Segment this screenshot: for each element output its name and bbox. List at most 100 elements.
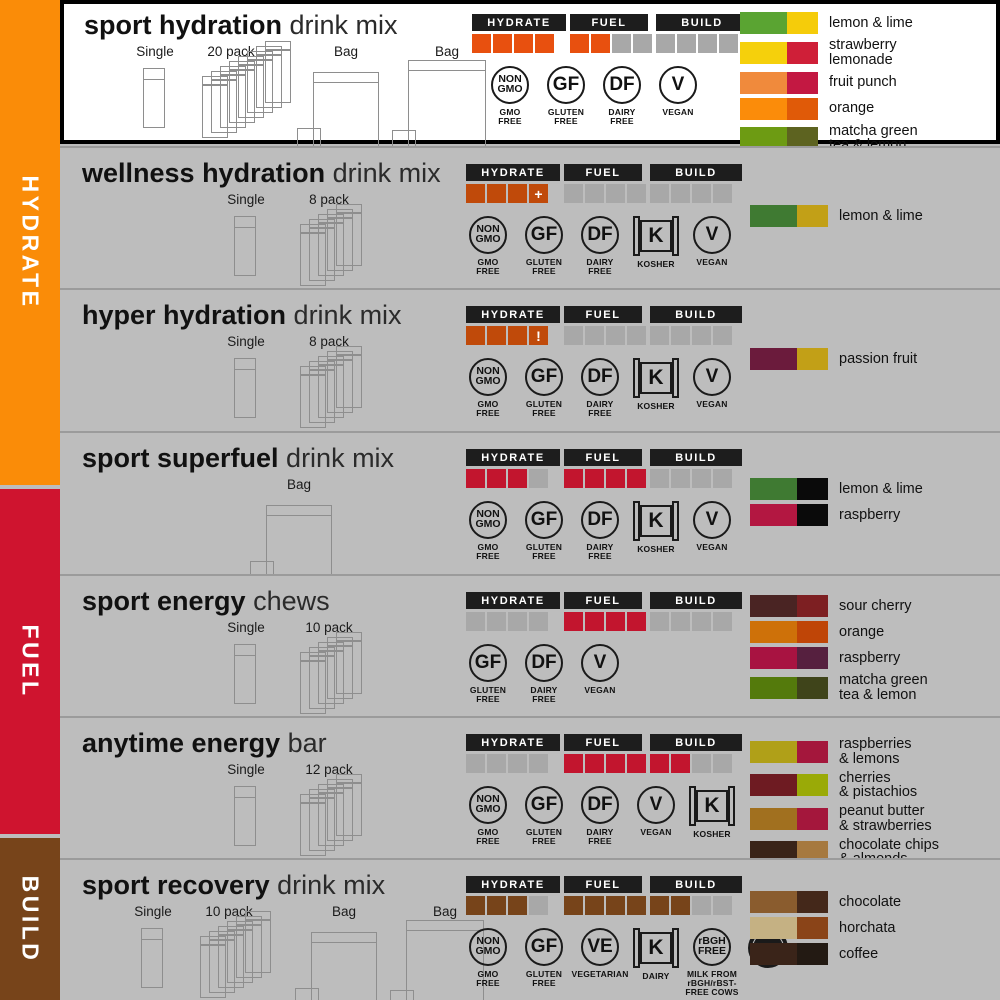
badge-dairy-free[interactable]: DF DAIRY FREE	[572, 358, 628, 418]
badge-dairy-free[interactable]: DF DAIRY FREE	[594, 66, 650, 126]
flavor-item[interactable]: lemon & lime	[750, 478, 923, 500]
badge-gluten-free-icon: GF	[525, 786, 563, 824]
badge-dairy-free[interactable]: DF DAIRY FREE	[572, 786, 628, 846]
flavor-swatch	[750, 943, 828, 965]
badge-glyph: V	[671, 74, 685, 96]
flavor-swatch-secondary	[796, 504, 828, 526]
badge-non-gmo[interactable]: NON GMO GMO FREE	[460, 786, 516, 846]
multipack-unit	[327, 217, 353, 271]
badge-gluten-free[interactable]: GF GLUTEN FREE	[538, 66, 594, 126]
badge-non-gmo[interactable]: NON GMO GMO FREE	[460, 501, 516, 561]
badge-glyph: DF	[531, 652, 557, 674]
badge-kosher[interactable]: K KOSHER	[628, 358, 684, 411]
meter-header-hydrate: HYDRATE	[466, 734, 560, 751]
product-row-1[interactable]: wellness hydration drink mix Single 8 pack…	[60, 148, 1000, 288]
product-row-0[interactable]: sport hydration drink mix Single 20 pack Ba…	[60, 0, 1000, 153]
badge-dairy-free[interactable]: DF DAIRY FREE	[516, 644, 572, 704]
badge-gluten-free[interactable]: GF GLUTEN FREE	[516, 216, 572, 276]
package-single-stick	[143, 68, 165, 128]
package-label: Single	[227, 762, 265, 777]
flavor-item[interactable]: lemon & lime	[750, 205, 923, 227]
badge-vegan[interactable]: V VEGAN	[684, 216, 740, 267]
meter-header-hydrate: HYDRATE	[472, 14, 566, 31]
meter-cell-fuel-1	[585, 184, 604, 203]
product-row-3[interactable]: sport superfuel drink mix Bag HYDRATE FUEL B…	[60, 433, 1000, 583]
badge-rbgh-free-icon: rBGH FREE	[693, 928, 731, 966]
meter-cell-hydrate-3	[529, 896, 548, 915]
meter-cell-hydrate-3	[529, 469, 548, 488]
flavor-item[interactable]: sour cherry	[750, 595, 928, 617]
flavor-item[interactable]: raspberry	[750, 504, 923, 526]
category-band-hydrate[interactable]: HYDRATE	[0, 0, 60, 485]
badge-dairy-free[interactable]: DF DAIRY FREE	[572, 501, 628, 561]
certification-badges: GF GLUTEN FREE DF DAIRY FREE V VEGAN	[460, 644, 628, 704]
meter-header-fuel: FUEL	[570, 14, 648, 31]
badge-vegan[interactable]: V VEGAN	[650, 66, 706, 117]
flavor-item[interactable]: fruit punch	[740, 71, 918, 94]
badge-vegan[interactable]: V VEGAN	[684, 358, 740, 409]
stick-seam	[235, 369, 255, 371]
badge-vegan[interactable]: V VEGAN	[572, 644, 628, 695]
badge-non-gmo[interactable]: NON GMO GMO FREE	[460, 358, 516, 418]
badge-non-gmo[interactable]: NON GMO GMO FREE	[482, 66, 538, 126]
flavor-item[interactable]: strawberry lemonade	[740, 38, 918, 68]
product-row-6[interactable]: sport recovery drink mix Single 10 pack Bag…	[60, 860, 1000, 1000]
flavor-item[interactable]: orange	[740, 97, 918, 120]
meter-cell-build-3	[713, 469, 732, 488]
flavor-item[interactable]: coffee	[750, 943, 901, 965]
meter-cell-build-2	[692, 184, 711, 203]
package-group: 10 pack	[192, 902, 302, 1000]
meter-cell-hydrate-0	[466, 612, 485, 631]
badge-vegan[interactable]: V VEGAN	[628, 786, 684, 837]
flavor-item[interactable]: orange	[750, 621, 928, 643]
badge-gluten-free[interactable]: GF GLUTEN FREE	[460, 644, 516, 704]
badge-kosher[interactable]: K KOSHER	[684, 786, 740, 839]
badge-kosher[interactable]: K KOSHER	[628, 216, 684, 269]
flavor-item[interactable]: raspberry	[750, 647, 928, 669]
badge-vegetarian[interactable]: VE VEGETARIAN	[571, 928, 628, 979]
package-group: Single	[129, 42, 181, 162]
meter-header-hydrate: HYDRATE	[466, 876, 560, 893]
category-band-fuel[interactable]: FUEL	[0, 489, 60, 834]
multipack-unit	[209, 939, 235, 993]
flavor-item[interactable]: horchata	[750, 917, 901, 939]
flavor-item[interactable]: chocolate	[750, 891, 901, 913]
flavor-item[interactable]: cherries & pistachios	[750, 770, 939, 801]
product-title-light: drink mix	[277, 870, 386, 900]
multipack-unit	[236, 924, 262, 978]
badge-rbgh-free[interactable]: rBGH FREE MILK FROM rBGH/rBST- FREE COWS	[684, 928, 740, 998]
badge-dairy-free[interactable]: DF DAIRY FREE	[572, 216, 628, 276]
benefit-meters: HYDRATE + FUEL BUILD	[466, 164, 742, 203]
badge-kosher[interactable]: K KOSHER	[628, 501, 684, 554]
product-row-4[interactable]: sport energy chews Single 10 pack HYDRATE FU…	[60, 576, 1000, 718]
product-row-2[interactable]: hyper hydration drink mix Single 8 pack HYD…	[60, 290, 1000, 432]
badge-non-gmo[interactable]: NON GMO GMO FREE	[460, 216, 516, 276]
product-title: sport energy chews	[82, 586, 330, 617]
benefit-meters: HYDRATE FUEL BUILD	[466, 449, 742, 488]
package-label: Bag	[434, 44, 460, 59]
meter-cells-fuel	[564, 469, 646, 488]
meter-column-build: BUILD	[650, 306, 742, 345]
bag-seal-seam	[267, 515, 331, 516]
badge-gluten-free[interactable]: GF GLUTEN FREE	[516, 928, 572, 988]
meter-column-build: BUILD	[650, 734, 742, 773]
meter-cells-build	[650, 184, 742, 203]
flavor-item[interactable]: chocolate chips & almonds	[750, 837, 939, 868]
badge-non-gmo[interactable]: NON GMO GMO FREE	[460, 928, 516, 988]
product-row-5[interactable]: anytime energy bar Single 12 pack HYDRATE FU…	[60, 718, 1000, 867]
badge-vegan[interactable]: V VEGAN	[684, 501, 740, 552]
badge-gluten-free[interactable]: GF GLUTEN FREE	[516, 786, 572, 846]
flavor-item[interactable]: raspberries & lemons	[750, 737, 939, 767]
meter-cell-fuel-0	[564, 896, 583, 915]
badge-gluten-free-icon: GF	[525, 216, 563, 254]
badge-caption: GMO FREE	[498, 107, 522, 127]
multipack-unit	[300, 794, 326, 804]
flavor-item[interactable]: lemon & lime	[740, 12, 918, 34]
badge-gluten-free[interactable]: GF GLUTEN FREE	[516, 358, 572, 418]
badge-gluten-free[interactable]: GF GLUTEN FREE	[516, 501, 572, 561]
flavor-item[interactable]: matcha green tea & lemon	[750, 673, 928, 703]
category-band-build[interactable]: BUILD	[0, 838, 60, 1000]
badge-dairy-kosher[interactable]: K DAIRY	[628, 928, 684, 981]
flavor-item[interactable]: peanut butter & strawberries	[750, 804, 939, 834]
flavor-item[interactable]: passion fruit	[750, 348, 917, 370]
